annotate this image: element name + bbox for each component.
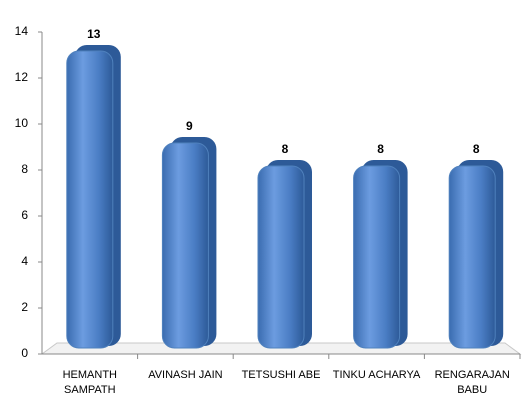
value-label: 8	[377, 142, 384, 156]
bar	[257, 165, 305, 349]
x-tick-label: TINKU ACHARYA	[332, 369, 421, 381]
x-tick-label: HEMANTH SAMPATH	[62, 369, 117, 396]
bar	[66, 50, 114, 349]
value-label: 8	[473, 142, 480, 156]
bar	[448, 165, 496, 349]
bar	[353, 165, 401, 349]
y-tick-label: 2	[21, 300, 28, 314]
y-tick-label: 12	[15, 70, 29, 84]
value-label: 8	[282, 142, 289, 156]
y-tick-label: 4	[21, 254, 28, 268]
value-label: 9	[186, 119, 193, 133]
y-tick-label: 6	[21, 208, 28, 222]
y-tick-label: 0	[21, 346, 28, 360]
value-label: 13	[87, 27, 101, 41]
y-tick-label: 8	[21, 162, 28, 176]
x-tick-label: AVINASH JAIN	[148, 369, 223, 381]
x-tick-label: RENGARAJAN BABU	[434, 369, 510, 396]
x-tick-label: TETSUSHI ABE	[241, 369, 321, 381]
y-tick-label: 10	[15, 116, 29, 130]
bar	[161, 142, 209, 349]
y-tick-label: 14	[15, 24, 29, 38]
